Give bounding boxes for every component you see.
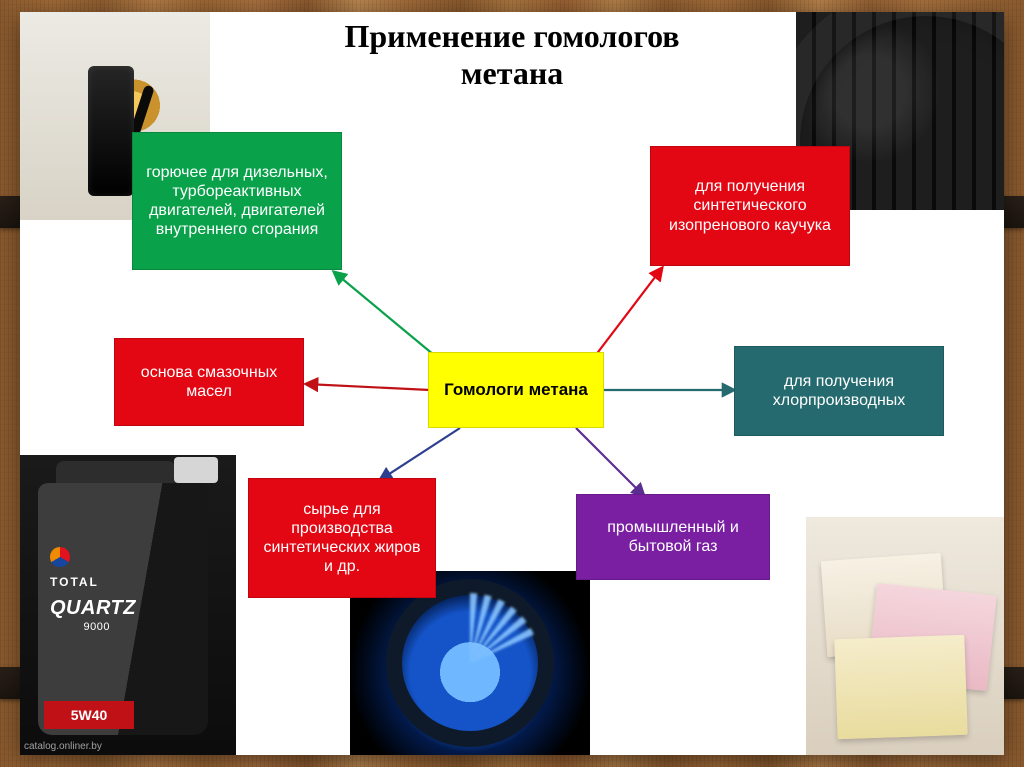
photo-gas-flame bbox=[350, 571, 590, 755]
oil-brand: TOTAL bbox=[50, 575, 136, 590]
arrow-fuel bbox=[334, 272, 440, 360]
node-rubber-label: для получения синтетического изопреновог… bbox=[659, 177, 841, 235]
arrow-gas bbox=[576, 428, 644, 496]
node-oils: основа смазочных масел bbox=[114, 338, 304, 426]
arrow-rubber bbox=[592, 268, 662, 360]
node-chloro-label: для получения хлорпроизводных bbox=[743, 372, 935, 410]
title-line-1: Применение гомологов bbox=[344, 18, 679, 54]
center-node: Гомологи метана bbox=[428, 352, 604, 428]
node-gas-label: промышленный и бытовой газ bbox=[585, 518, 761, 556]
node-fuel-label: горючее для дизельных, турбореактивных д… bbox=[141, 163, 333, 240]
node-fuel: горючее для дизельных, турбореактивных д… bbox=[132, 132, 342, 270]
oil-grade: 5W40 bbox=[44, 701, 134, 729]
node-chloro: для получения хлорпроизводных bbox=[734, 346, 944, 436]
title-line-2: метана bbox=[461, 55, 564, 91]
photo-foam-sheets bbox=[806, 517, 1004, 755]
node-fats: сырье для производства синтетических жир… bbox=[248, 478, 436, 598]
node-fats-label: сырье для производства синтетических жир… bbox=[257, 500, 427, 577]
node-gas: промышленный и бытовой газ bbox=[576, 494, 770, 580]
node-rubber: для получения синтетического изопреновог… bbox=[650, 146, 850, 266]
node-oils-label: основа смазочных масел bbox=[123, 363, 295, 401]
arrow-fats bbox=[380, 428, 460, 480]
oil-sub: 9000 bbox=[50, 621, 110, 635]
slide-canvas: Применение гомологов метана TOTAL QUARTZ… bbox=[20, 12, 1004, 755]
photo-oil-can: TOTAL QUARTZ 9000 5W40 catalog.onliner.b… bbox=[20, 455, 236, 755]
center-label: Гомологи метана bbox=[444, 380, 588, 400]
arrow-oils bbox=[306, 384, 430, 390]
oil-watermark: catalog.onliner.by bbox=[24, 741, 102, 752]
oil-product: QUARTZ bbox=[50, 596, 136, 621]
